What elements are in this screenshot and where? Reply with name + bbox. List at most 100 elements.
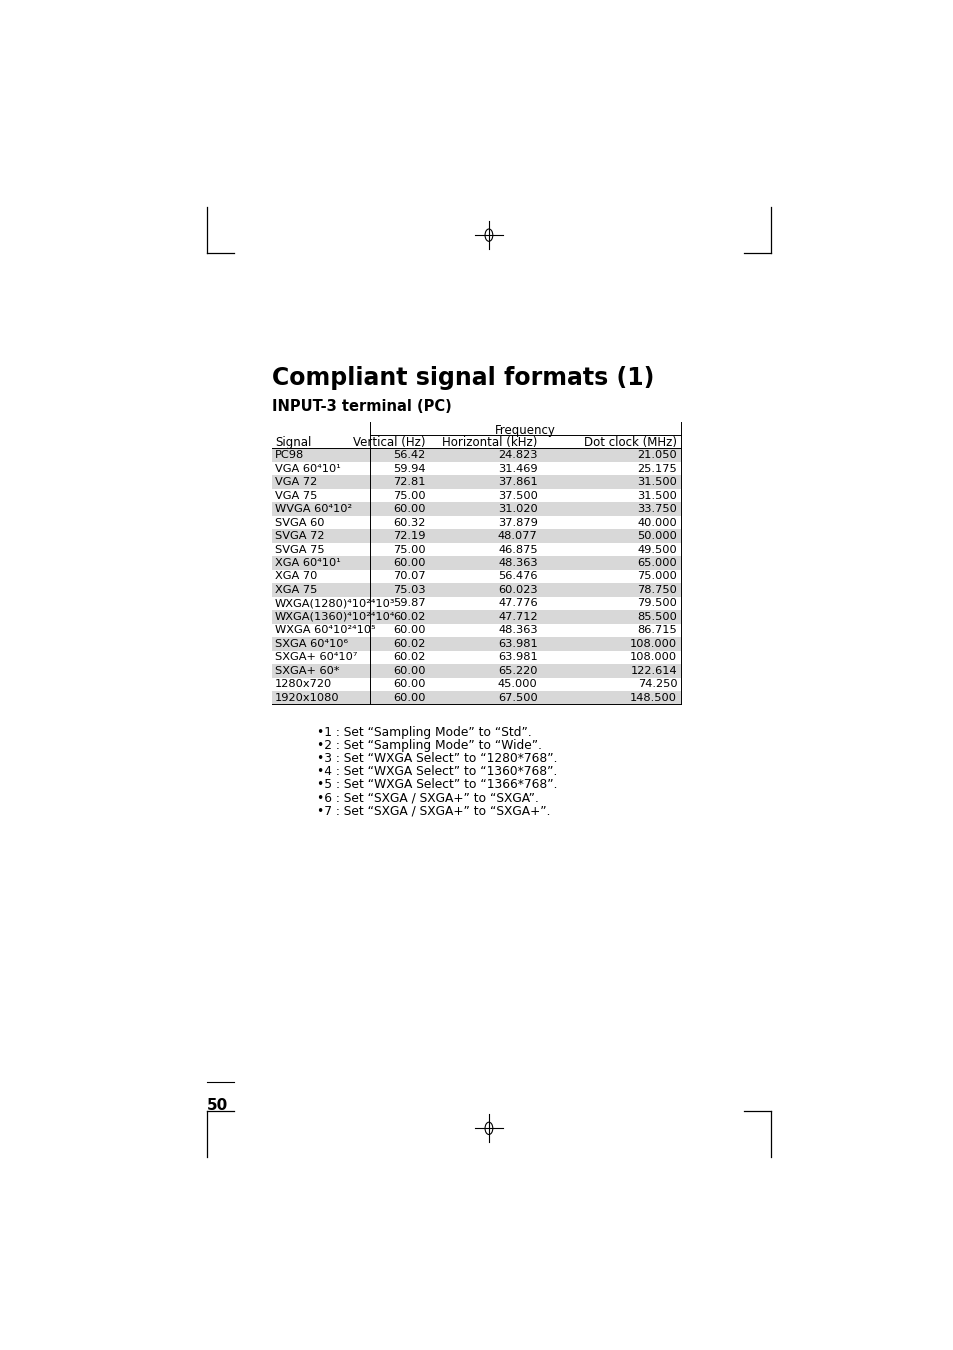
Text: 79.500: 79.500 <box>637 598 677 609</box>
Text: VGA 60⁴10¹: VGA 60⁴10¹ <box>274 463 340 474</box>
Text: •5 : Set “WXGA Select” to “1366*768”.: •5 : Set “WXGA Select” to “1366*768”. <box>316 779 557 791</box>
Text: 48.363: 48.363 <box>497 625 537 636</box>
Text: SXGA 60⁴10⁶: SXGA 60⁴10⁶ <box>274 639 348 649</box>
Text: 148.500: 148.500 <box>630 693 677 703</box>
Bar <box>272 691 680 705</box>
Text: Frequency: Frequency <box>495 424 556 437</box>
Text: 108.000: 108.000 <box>630 639 677 649</box>
Text: 47.712: 47.712 <box>497 612 537 622</box>
Text: 65.000: 65.000 <box>637 558 677 568</box>
Bar <box>272 610 680 624</box>
Text: 86.715: 86.715 <box>637 625 677 636</box>
Text: Horizontal (kHz): Horizontal (kHz) <box>442 436 537 450</box>
Text: •4 : Set “WXGA Select” to “1360*768”.: •4 : Set “WXGA Select” to “1360*768”. <box>316 765 557 779</box>
Text: 1920x1080: 1920x1080 <box>274 693 339 703</box>
Text: •7 : Set “SXGA / SXGA+” to “SXGA+”.: •7 : Set “SXGA / SXGA+” to “SXGA+”. <box>316 805 550 818</box>
Text: 60.00: 60.00 <box>393 693 425 703</box>
Text: 25.175: 25.175 <box>637 463 677 474</box>
Text: 60.02: 60.02 <box>393 652 425 663</box>
Text: 45.000: 45.000 <box>497 679 537 690</box>
Text: XGA 60⁴10¹: XGA 60⁴10¹ <box>274 558 340 568</box>
Bar <box>272 475 680 489</box>
Text: 60.00: 60.00 <box>393 679 425 690</box>
Bar <box>272 583 680 597</box>
Text: 31.500: 31.500 <box>637 490 677 501</box>
Text: 75.00: 75.00 <box>393 544 425 555</box>
Text: 48.363: 48.363 <box>497 558 537 568</box>
Text: 108.000: 108.000 <box>630 652 677 663</box>
Text: WXGA(1360)⁴10²⁴10⁴: WXGA(1360)⁴10²⁴10⁴ <box>274 612 395 622</box>
Text: Dot clock (MHz): Dot clock (MHz) <box>583 436 677 450</box>
Text: 60.023: 60.023 <box>497 585 537 595</box>
Text: Compliant signal formats (1): Compliant signal formats (1) <box>272 366 654 390</box>
Text: 63.981: 63.981 <box>497 652 537 663</box>
Text: •3 : Set “WXGA Select” to “1280*768”.: •3 : Set “WXGA Select” to “1280*768”. <box>316 752 557 765</box>
Text: 60.00: 60.00 <box>393 625 425 636</box>
Text: 40.000: 40.000 <box>637 517 677 528</box>
Text: 72.19: 72.19 <box>393 531 425 541</box>
Text: XGA 75: XGA 75 <box>274 585 317 595</box>
Text: 65.220: 65.220 <box>497 666 537 676</box>
Text: VGA 75: VGA 75 <box>274 490 317 501</box>
Text: WVGA 60⁴10²: WVGA 60⁴10² <box>274 504 352 514</box>
Text: 37.879: 37.879 <box>497 517 537 528</box>
Text: 1280x720: 1280x720 <box>274 679 332 690</box>
Text: SVGA 75: SVGA 75 <box>274 544 324 555</box>
Text: SXGA+ 60⁴10⁷: SXGA+ 60⁴10⁷ <box>274 652 357 663</box>
Text: 31.020: 31.020 <box>497 504 537 514</box>
Text: SXGA+ 60*: SXGA+ 60* <box>274 666 339 676</box>
Bar <box>272 556 680 570</box>
Text: 21.050: 21.050 <box>637 450 677 460</box>
Bar <box>272 529 680 543</box>
Text: 59.94: 59.94 <box>393 463 425 474</box>
Text: 48.077: 48.077 <box>497 531 537 541</box>
Text: 49.500: 49.500 <box>637 544 677 555</box>
Text: 78.750: 78.750 <box>637 585 677 595</box>
Bar <box>272 448 680 462</box>
Text: 59.87: 59.87 <box>393 598 425 609</box>
Text: 85.500: 85.500 <box>637 612 677 622</box>
Text: Vertical (Hz): Vertical (Hz) <box>353 436 425 450</box>
Text: 47.776: 47.776 <box>497 598 537 609</box>
Text: 60.32: 60.32 <box>393 517 425 528</box>
Text: VGA 72: VGA 72 <box>274 477 317 487</box>
Text: •2 : Set “Sampling Mode” to “Wide”.: •2 : Set “Sampling Mode” to “Wide”. <box>316 738 541 752</box>
Text: WXGA 60⁴10²⁴10⁵: WXGA 60⁴10²⁴10⁵ <box>274 625 375 636</box>
Text: 50.000: 50.000 <box>637 531 677 541</box>
Text: XGA 70: XGA 70 <box>274 571 317 582</box>
Text: 60.00: 60.00 <box>393 504 425 514</box>
Text: •1 : Set “Sampling Mode” to “Std”.: •1 : Set “Sampling Mode” to “Std”. <box>316 726 531 738</box>
Text: 122.614: 122.614 <box>630 666 677 676</box>
Text: 60.00: 60.00 <box>393 666 425 676</box>
Text: Signal: Signal <box>274 436 311 450</box>
Bar <box>272 664 680 678</box>
Text: 31.500: 31.500 <box>637 477 677 487</box>
Text: •6 : Set “SXGA / SXGA+” to “SXGA”.: •6 : Set “SXGA / SXGA+” to “SXGA”. <box>316 791 538 805</box>
Text: 24.823: 24.823 <box>497 450 537 460</box>
Text: 75.00: 75.00 <box>393 490 425 501</box>
Bar <box>272 502 680 516</box>
Text: SVGA 72: SVGA 72 <box>274 531 324 541</box>
Text: 56.476: 56.476 <box>497 571 537 582</box>
Text: 60.02: 60.02 <box>393 612 425 622</box>
Text: 37.861: 37.861 <box>497 477 537 487</box>
Text: 63.981: 63.981 <box>497 639 537 649</box>
Text: 31.469: 31.469 <box>497 463 537 474</box>
Text: 70.07: 70.07 <box>393 571 425 582</box>
Bar <box>272 637 680 651</box>
Text: 33.750: 33.750 <box>637 504 677 514</box>
Text: 75.000: 75.000 <box>637 571 677 582</box>
Text: WXGA(1280)⁴10²⁴10³: WXGA(1280)⁴10²⁴10³ <box>274 598 395 609</box>
Text: 72.81: 72.81 <box>393 477 425 487</box>
Text: 60.02: 60.02 <box>393 639 425 649</box>
Text: 37.500: 37.500 <box>497 490 537 501</box>
Text: 46.875: 46.875 <box>497 544 537 555</box>
Text: SVGA 60: SVGA 60 <box>274 517 324 528</box>
Text: PC98: PC98 <box>274 450 304 460</box>
Text: 75.03: 75.03 <box>393 585 425 595</box>
Text: 67.500: 67.500 <box>497 693 537 703</box>
Text: 74.250: 74.250 <box>637 679 677 690</box>
Text: 56.42: 56.42 <box>393 450 425 460</box>
Text: INPUT-3 terminal (PC): INPUT-3 terminal (PC) <box>272 400 451 414</box>
Text: 60.00: 60.00 <box>393 558 425 568</box>
